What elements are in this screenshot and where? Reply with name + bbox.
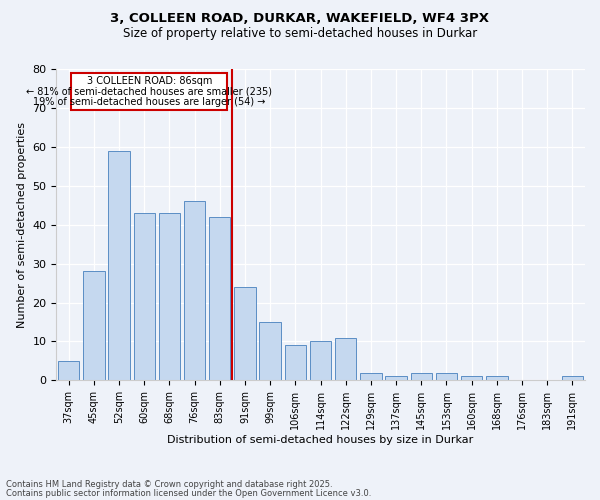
X-axis label: Distribution of semi-detached houses by size in Durkar: Distribution of semi-detached houses by … [167, 435, 473, 445]
Bar [486, 376, 508, 380]
Bar [410, 372, 432, 380]
Text: 3 COLLEEN ROAD: 86sqm: 3 COLLEEN ROAD: 86sqm [86, 76, 212, 86]
Bar [58, 361, 79, 380]
Bar [184, 202, 205, 380]
Bar [335, 338, 356, 380]
Bar [209, 217, 230, 380]
Text: Size of property relative to semi-detached houses in Durkar: Size of property relative to semi-detach… [123, 28, 477, 40]
Text: 19% of semi-detached houses are larger (54) →: 19% of semi-detached houses are larger (… [33, 97, 265, 107]
Bar [159, 213, 180, 380]
Y-axis label: Number of semi-detached properties: Number of semi-detached properties [17, 122, 26, 328]
Bar [385, 376, 407, 380]
Text: ← 81% of semi-detached houses are smaller (235): ← 81% of semi-detached houses are smalle… [26, 86, 272, 96]
Bar [259, 322, 281, 380]
FancyBboxPatch shape [71, 73, 227, 110]
Text: 3, COLLEEN ROAD, DURKAR, WAKEFIELD, WF4 3PX: 3, COLLEEN ROAD, DURKAR, WAKEFIELD, WF4 … [110, 12, 490, 26]
Text: Contains public sector information licensed under the Open Government Licence v3: Contains public sector information licen… [6, 488, 371, 498]
Bar [284, 346, 306, 380]
Bar [134, 213, 155, 380]
Bar [83, 272, 104, 380]
Bar [109, 150, 130, 380]
Bar [234, 287, 256, 380]
Bar [461, 376, 482, 380]
Text: Contains HM Land Registry data © Crown copyright and database right 2025.: Contains HM Land Registry data © Crown c… [6, 480, 332, 489]
Bar [310, 342, 331, 380]
Bar [562, 376, 583, 380]
Bar [360, 372, 382, 380]
Bar [436, 372, 457, 380]
